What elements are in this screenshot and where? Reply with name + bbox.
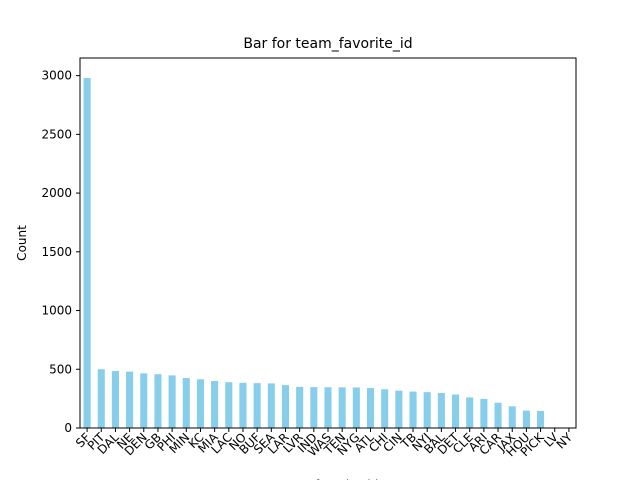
- y-axis: 0 500 1000 1500 2000 2500 3000: [41, 69, 80, 435]
- chart-title: Bar for team_favorite_id: [243, 36, 412, 52]
- bars: [83, 77, 545, 428]
- bar-chi: [381, 389, 389, 428]
- y-tick-label: 2000: [41, 186, 72, 200]
- bar-was: [324, 387, 332, 428]
- bar-sf: [83, 77, 91, 428]
- bar-sea: [267, 383, 275, 428]
- bar-buf: [253, 383, 261, 428]
- x-axis-title: team_favorite_id: [278, 478, 378, 480]
- bar-phi: [168, 375, 176, 428]
- bar-nyg: [352, 387, 360, 428]
- bar-lar: [281, 385, 290, 428]
- y-tick-label: 1000: [41, 304, 72, 318]
- bar-ind: [310, 387, 318, 428]
- bar-hou: [522, 410, 530, 428]
- bar-dal: [111, 371, 119, 428]
- x-axis: SFPITDALNEDENGBPHIMINKCMIALACNOBUFSEALAR…: [73, 428, 576, 459]
- bar-cin: [395, 390, 403, 428]
- bar-atl: [366, 388, 375, 428]
- bar-ten: [338, 387, 346, 428]
- bar-tb: [409, 391, 417, 428]
- bar-no: [239, 382, 247, 428]
- bar-pick: [537, 410, 545, 428]
- y-axis-title: Count: [15, 225, 29, 261]
- bar-lvr: [296, 386, 304, 428]
- bar-den: [140, 373, 148, 428]
- bar-pit: [97, 369, 105, 428]
- y-tick-label: 3000: [41, 69, 72, 83]
- y-tick-label: 0: [64, 421, 72, 435]
- y-tick-label: 500: [49, 362, 72, 376]
- bar-gb: [154, 374, 162, 428]
- bar-ne: [126, 371, 134, 428]
- bar-nyj: [423, 392, 431, 428]
- bar-bal: [437, 392, 445, 428]
- bar-cle: [466, 397, 474, 428]
- bar-kc: [196, 379, 204, 428]
- x-tick-label-ny: NY: [554, 430, 576, 452]
- bar-det: [452, 394, 460, 428]
- y-tick-label: 2500: [41, 127, 72, 141]
- bar-ari: [480, 398, 488, 428]
- bar-car: [494, 402, 502, 428]
- plot-frame: [79, 57, 577, 429]
- bar-lac: [225, 382, 233, 428]
- y-tick-label: 1500: [41, 245, 72, 259]
- bar-jax: [508, 406, 516, 428]
- bar-mia: [211, 381, 219, 428]
- bar-min: [182, 378, 190, 428]
